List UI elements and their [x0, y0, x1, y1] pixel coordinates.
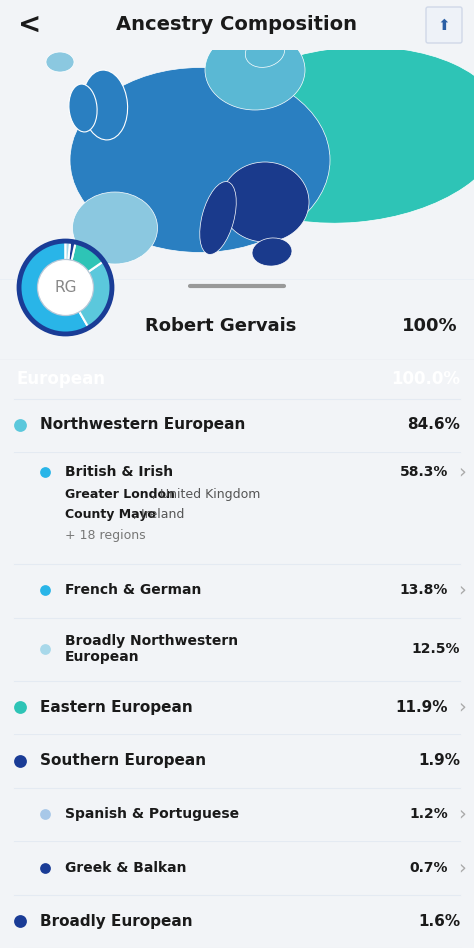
Text: 100.0%: 100.0%	[391, 370, 460, 388]
Text: Eastern European: Eastern European	[40, 700, 193, 715]
Point	[16, 417, 24, 432]
FancyBboxPatch shape	[426, 7, 462, 43]
Ellipse shape	[205, 30, 305, 110]
Text: <: <	[18, 11, 41, 39]
Text: 11.9%: 11.9%	[395, 700, 448, 715]
Point	[16, 700, 24, 715]
Ellipse shape	[46, 52, 74, 72]
Text: 1.6%: 1.6%	[418, 914, 460, 929]
Ellipse shape	[195, 46, 474, 223]
Point	[16, 753, 24, 768]
Point	[41, 860, 49, 875]
Text: 1.2%: 1.2%	[409, 807, 448, 821]
Text: 58.3%: 58.3%	[400, 465, 448, 479]
Text: ›: ›	[458, 698, 466, 717]
Ellipse shape	[69, 84, 97, 132]
Ellipse shape	[252, 238, 292, 266]
Text: Ancestry Composition: Ancestry Composition	[117, 15, 357, 34]
Ellipse shape	[221, 162, 309, 242]
Text: Spanish & Portuguese: Spanish & Portuguese	[65, 807, 239, 821]
Text: 84.6%: 84.6%	[407, 417, 460, 432]
Wedge shape	[71, 243, 103, 272]
Text: Greater London: Greater London	[65, 487, 175, 501]
Ellipse shape	[200, 181, 236, 254]
Text: 100%: 100%	[402, 318, 458, 336]
Ellipse shape	[82, 70, 128, 140]
Text: British & Irish: British & Irish	[65, 465, 173, 479]
Text: 13.8%: 13.8%	[400, 583, 448, 597]
Text: 0.7%: 0.7%	[410, 861, 448, 875]
Text: ›: ›	[458, 463, 466, 482]
Text: ›: ›	[458, 805, 466, 824]
Text: Robert Gervais: Robert Gervais	[145, 318, 296, 336]
Circle shape	[39, 261, 92, 314]
Text: Greek & Balkan: Greek & Balkan	[65, 861, 186, 875]
Wedge shape	[65, 242, 70, 261]
Text: + 18 regions: + 18 regions	[65, 529, 146, 542]
Text: , United Kingdom: , United Kingdom	[152, 487, 260, 501]
Point	[41, 807, 49, 822]
Point	[41, 583, 49, 598]
Text: 1.9%: 1.9%	[418, 753, 460, 768]
Ellipse shape	[70, 67, 330, 252]
Text: , Ireland: , Ireland	[133, 508, 184, 521]
Text: Southern European: Southern European	[40, 753, 206, 768]
Wedge shape	[79, 262, 111, 327]
Ellipse shape	[73, 192, 157, 264]
Text: ›: ›	[458, 581, 466, 600]
Point	[41, 641, 49, 656]
Wedge shape	[68, 242, 75, 262]
Text: RG: RG	[54, 280, 77, 295]
Text: French & German: French & German	[65, 583, 201, 597]
Wedge shape	[19, 242, 89, 334]
Point	[41, 465, 49, 480]
Text: 12.5%: 12.5%	[411, 642, 460, 656]
Text: Northwestern European: Northwestern European	[40, 417, 246, 432]
Text: ⬆: ⬆	[438, 17, 450, 32]
Text: Broadly European: Broadly European	[40, 914, 192, 929]
Ellipse shape	[246, 37, 285, 67]
Point	[16, 914, 24, 929]
Text: ›: ›	[458, 858, 466, 877]
Text: European: European	[16, 370, 105, 388]
Text: County Mayo: County Mayo	[65, 508, 156, 521]
Text: Broadly Northwestern
European: Broadly Northwestern European	[65, 633, 238, 664]
